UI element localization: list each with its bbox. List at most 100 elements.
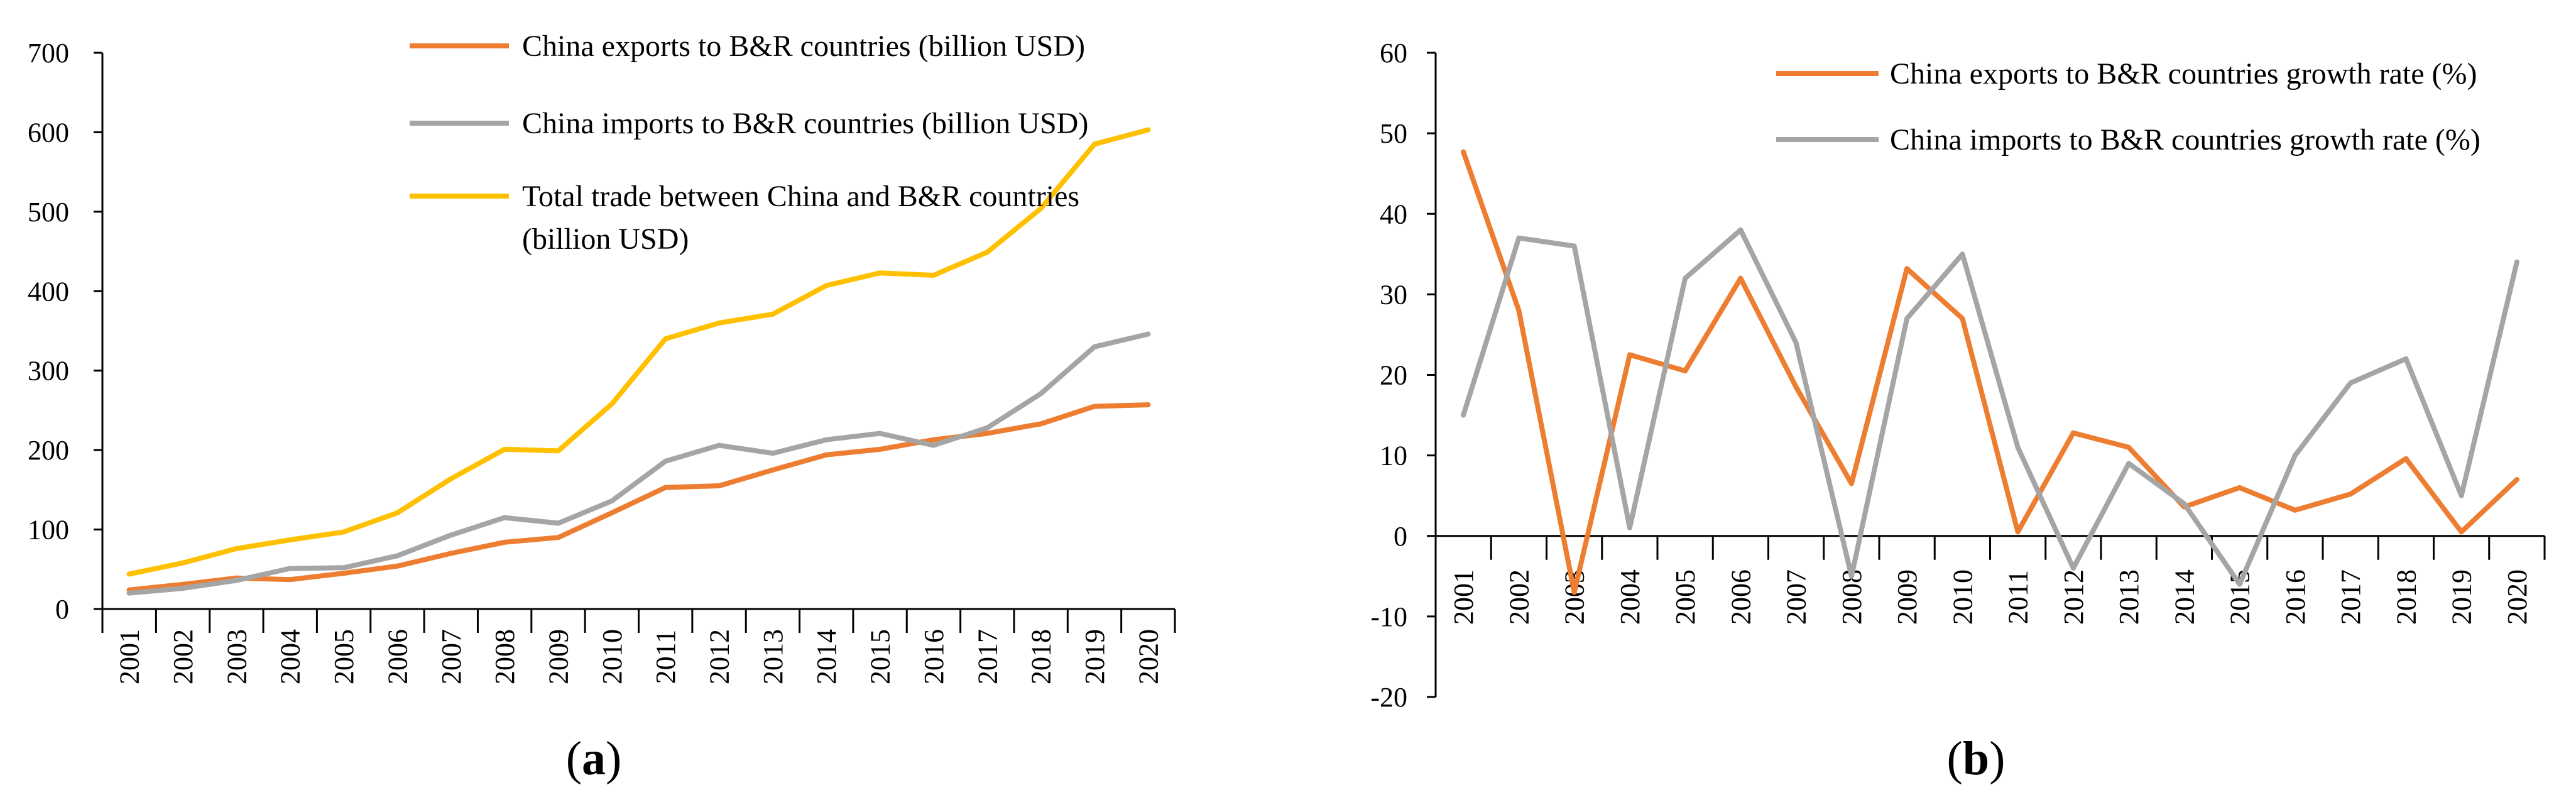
y-tick-label: 20	[1380, 360, 1407, 391]
legend-label: China imports to B&R countries growth ra…	[1890, 123, 2480, 156]
data-point-exports	[663, 485, 669, 490]
data-point-exports	[1904, 266, 1910, 272]
x-tick-label: 2003	[1559, 569, 1590, 625]
y-tick-label: 30	[1380, 279, 1407, 310]
data-point-imports	[341, 565, 347, 571]
data-point-total	[663, 336, 669, 342]
data-point-imports	[931, 442, 936, 448]
x-tick-label: 2020	[1133, 629, 1164, 684]
x-tick-label: 2007	[1781, 569, 1812, 625]
data-point-total	[126, 571, 132, 577]
data-point-exports	[1848, 481, 1854, 486]
data-point-imports	[1571, 243, 1577, 249]
data-point-exports	[502, 539, 508, 545]
x-tick-label: 2020	[2502, 569, 2533, 625]
x-tick-label: 2001	[1448, 569, 1479, 625]
data-point-imports	[2514, 260, 2519, 265]
y-tick-label: 600	[28, 117, 69, 148]
data-point-exports	[824, 452, 829, 458]
x-tick-label: 2001	[114, 629, 145, 684]
data-point-total	[1038, 206, 1044, 211]
x-tick-label: 2012	[2058, 569, 2089, 625]
data-point-total	[1145, 127, 1151, 133]
data-point-imports	[126, 590, 132, 596]
data-point-imports	[2015, 444, 2021, 450]
data-point-imports	[1848, 573, 1854, 579]
panel-label: (a)	[566, 732, 622, 785]
data-point-imports	[1793, 340, 1799, 346]
data-point-total	[555, 448, 561, 454]
data-point-exports	[2126, 444, 2132, 450]
y-tick-label: 50	[1380, 118, 1407, 149]
data-point-total	[985, 250, 990, 255]
data-point-imports	[716, 442, 722, 448]
data-point-imports	[502, 515, 508, 520]
data-point-exports	[1461, 149, 1466, 155]
x-tick-label: 2011	[650, 630, 681, 684]
data-point-exports	[1627, 352, 1632, 358]
data-point-imports	[2237, 581, 2242, 587]
data-point-exports	[2459, 529, 2464, 535]
data-point-imports	[2181, 501, 2187, 507]
data-point-exports	[931, 437, 936, 442]
series-line-imports	[1461, 227, 2519, 587]
data-point-imports	[609, 498, 614, 504]
data-point-imports	[1960, 251, 1965, 257]
y-tick-label: -10	[1370, 601, 1407, 632]
data-point-imports	[1145, 331, 1151, 337]
data-point-exports	[1960, 315, 1965, 321]
data-point-imports	[2070, 566, 2076, 571]
data-point-exports	[2348, 491, 2354, 497]
data-point-exports	[1516, 308, 1522, 313]
series-line-exports	[1461, 149, 2519, 595]
data-point-exports	[1038, 421, 1044, 427]
x-tick-label: 2005	[1670, 569, 1701, 625]
data-point-exports	[448, 551, 454, 556]
data-point-exports	[395, 563, 400, 569]
data-point-total	[609, 401, 614, 407]
data-point-total	[341, 529, 347, 535]
x-tick-label: 2017	[972, 629, 1003, 684]
y-tick-label: 0	[1394, 521, 1407, 552]
data-point-total	[287, 537, 293, 543]
data-point-imports	[180, 586, 186, 591]
data-point-exports	[555, 535, 561, 540]
data-point-imports	[2403, 356, 2409, 361]
data-point-imports	[985, 425, 990, 431]
y-tick-label: 100	[28, 515, 69, 546]
data-point-exports	[985, 431, 990, 436]
data-point-exports	[2403, 456, 2409, 461]
data-point-imports	[2126, 461, 2132, 466]
data-point-imports	[1091, 344, 1097, 349]
x-tick-label: 2006	[1725, 569, 1756, 625]
x-tick-label: 2002	[1504, 569, 1534, 625]
x-tick-label: 2019	[2447, 569, 2477, 625]
x-tick-label: 2016	[919, 629, 949, 684]
legend-label: Total trade between China and B&R countr…	[522, 180, 1079, 213]
y-tick-label: 400	[28, 276, 69, 307]
y-tick-label: -20	[1370, 682, 1407, 713]
x-tick-label: 2011	[2003, 570, 2034, 624]
data-point-exports	[2237, 485, 2242, 490]
x-tick-label: 2014	[811, 629, 842, 684]
legend-label: (billion USD)	[522, 222, 689, 256]
x-tick-label: 2004	[275, 629, 306, 684]
x-tick-label: 2016	[2280, 569, 2311, 625]
data-point-total	[716, 320, 722, 326]
data-point-imports	[1038, 391, 1044, 397]
y-tick-label: 10	[1380, 441, 1407, 471]
x-tick-label: 2013	[2114, 569, 2144, 625]
x-tick-label: 2006	[382, 629, 413, 684]
data-point-total	[395, 510, 400, 516]
data-point-imports	[448, 532, 454, 538]
data-point-exports	[770, 467, 775, 473]
data-point-imports	[824, 437, 829, 442]
data-point-exports	[877, 446, 883, 452]
chart-b: -20 -10 0 10 20 30 40 50 60 2001 2002 2003 2004 2005 2…	[1370, 38, 2546, 785]
x-tick-label: 2007	[436, 629, 467, 684]
series-line-imports	[126, 331, 1151, 596]
x-tick-label: 2009	[543, 629, 574, 684]
x-tick-label: 2018	[2391, 569, 2421, 625]
data-point-exports	[1571, 590, 1577, 595]
